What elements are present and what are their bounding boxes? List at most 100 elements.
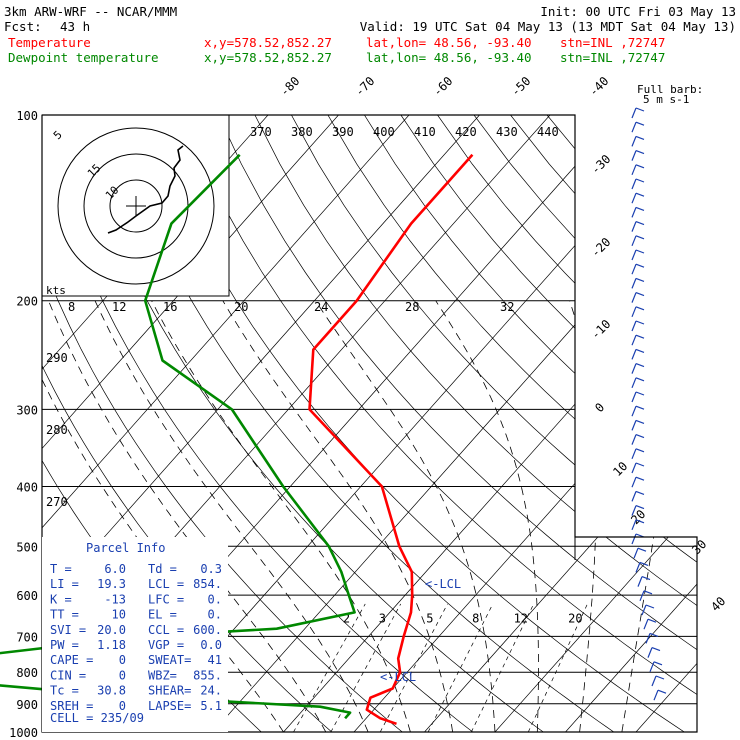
wind-barb-flag	[635, 405, 645, 410]
parcel-info-cell: LAPSE=	[148, 699, 191, 713]
mixing-ratio-line	[379, 603, 448, 732]
parcel-info-cell: LI =	[50, 577, 79, 591]
wind-barbs	[631, 107, 667, 701]
wind-barb	[631, 192, 637, 204]
isotherm-line	[42, 115, 480, 732]
wind-barb-flag	[635, 434, 645, 439]
fcst-value: 43 h	[60, 19, 90, 34]
wind-barb	[631, 533, 637, 545]
wind-barb-flag	[635, 164, 645, 169]
isotherm-label: 10	[610, 459, 630, 479]
dry-adiabat-line	[400, 115, 697, 732]
wind-barb	[631, 249, 637, 261]
parcel-info-cell: LFC =	[148, 592, 184, 606]
parcel-info-cell: 0	[119, 699, 126, 713]
dry-adiabat-line	[181, 115, 697, 732]
parcel-info-cell: VGP =	[148, 638, 184, 652]
mixing-ratio-line	[330, 603, 402, 732]
wind-barb-flag	[635, 306, 645, 311]
moist-adiabat-line	[48, 300, 327, 732]
hodograph-units: kts	[46, 284, 66, 297]
parcel-info-cell: 41	[208, 653, 222, 667]
wind-barb-flag	[635, 221, 645, 226]
parcel-info-cell: TT =	[50, 608, 79, 622]
hodograph-ring	[57, 127, 215, 285]
theta-label: 440	[537, 125, 559, 139]
isotherm-label: 0	[592, 400, 607, 415]
parcel-info-cell: 1.18	[97, 638, 126, 652]
isotherm-line	[424, 115, 697, 732]
model-title: 3km ARW-WRF -- NCAR/MMM	[4, 4, 177, 19]
parcel-info-cell: 0.3	[200, 562, 222, 576]
isotherm-label: -10	[588, 317, 613, 342]
isotherm-label: -60	[430, 74, 455, 99]
header: 3km ARW-WRF -- NCAR/MMM Init: 00 UTC Fri…	[4, 4, 736, 65]
theta-label: 390	[332, 125, 354, 139]
temp-xy: x,y=578.52,852.27	[204, 35, 332, 50]
parcel-info-cell: 0.	[208, 608, 222, 622]
dry-adiabat-label: 290	[46, 351, 68, 365]
legend-dewpoint: Dewpoint temperature	[8, 50, 159, 65]
wind-barb	[631, 405, 637, 417]
wind-barb-flag	[635, 448, 645, 453]
wind-barb	[643, 618, 649, 630]
wind-barb-flag	[635, 178, 645, 183]
wind-barb	[631, 476, 637, 488]
theta-label: 420	[455, 125, 477, 139]
parcel-info-cell: LCL =	[148, 577, 184, 591]
wind-barb-flag	[635, 348, 645, 353]
dry-adiabat-line	[364, 115, 697, 732]
init-time: Init: 00 UTC Fri 03 May 13	[540, 4, 736, 19]
wind-barb-flag	[635, 505, 645, 510]
parcel-info-cell: SWEAT=	[148, 653, 191, 667]
pressure-tick-label: 400	[16, 480, 38, 494]
parcel-info-cell: 0	[119, 668, 126, 682]
dry-adiabat-line	[218, 115, 697, 732]
parcel-cell: CELL = 235/09	[50, 711, 144, 725]
parcel-info-cell: CAPE =	[50, 653, 93, 667]
wind-barb-flag	[635, 150, 645, 155]
wind-barb-flag	[635, 363, 645, 368]
pressure-tick-label: 600	[16, 589, 38, 603]
wind-barb-flag	[643, 590, 653, 595]
parcel-info-cell: 0	[119, 653, 126, 667]
parcel-info-cell: 0.	[208, 592, 222, 606]
mixing-ratio-label: 2	[343, 611, 350, 625]
lcl-marker-surface: <-LCL	[380, 670, 416, 684]
hodograph-speed-tick: 12	[112, 300, 126, 314]
wind-barb	[651, 675, 657, 687]
wind-barb-flag	[635, 320, 645, 325]
parcel-info-cell: 10	[112, 608, 126, 622]
theta-label: 370	[250, 125, 272, 139]
hodograph-speed-tick: 28	[405, 300, 419, 314]
wind-barb	[631, 420, 637, 431]
wind-barb	[631, 363, 637, 374]
wind-barb	[631, 434, 637, 445]
temperature-trace	[308, 153, 474, 726]
parcel-info-cell: PW =	[50, 638, 79, 652]
dew-xy: x,y=578.52,852.27	[204, 50, 332, 65]
wind-barb-flag	[635, 519, 645, 524]
theta-label: 380	[291, 125, 313, 139]
dry-adiabat-line	[291, 115, 697, 732]
wind-barb	[631, 320, 637, 332]
wind-barb	[631, 306, 637, 318]
temp-latlon: lat,lon= 48.56, -93.40	[366, 35, 532, 50]
isotherm-label: -70	[352, 74, 377, 99]
parcel-info-cell: 30.8	[97, 684, 126, 698]
wind-barb	[633, 547, 639, 559]
wind-barb	[637, 576, 643, 587]
wind-barb-flag	[635, 292, 645, 297]
parcel-info-cell: 6.0	[104, 562, 126, 576]
wind-barb	[631, 391, 637, 403]
isotherm-line	[283, 115, 697, 732]
parcel-info-cell: -13	[104, 592, 126, 606]
dry-adiabat-line	[71, 115, 544, 732]
wind-barb-flag	[635, 107, 645, 112]
parcel-info-cell: EL =	[148, 608, 177, 622]
hodograph-speed-tick: 8	[68, 300, 75, 314]
isotherm-label: 40	[708, 594, 728, 614]
parcel-info-cell: 19.3	[97, 577, 126, 591]
